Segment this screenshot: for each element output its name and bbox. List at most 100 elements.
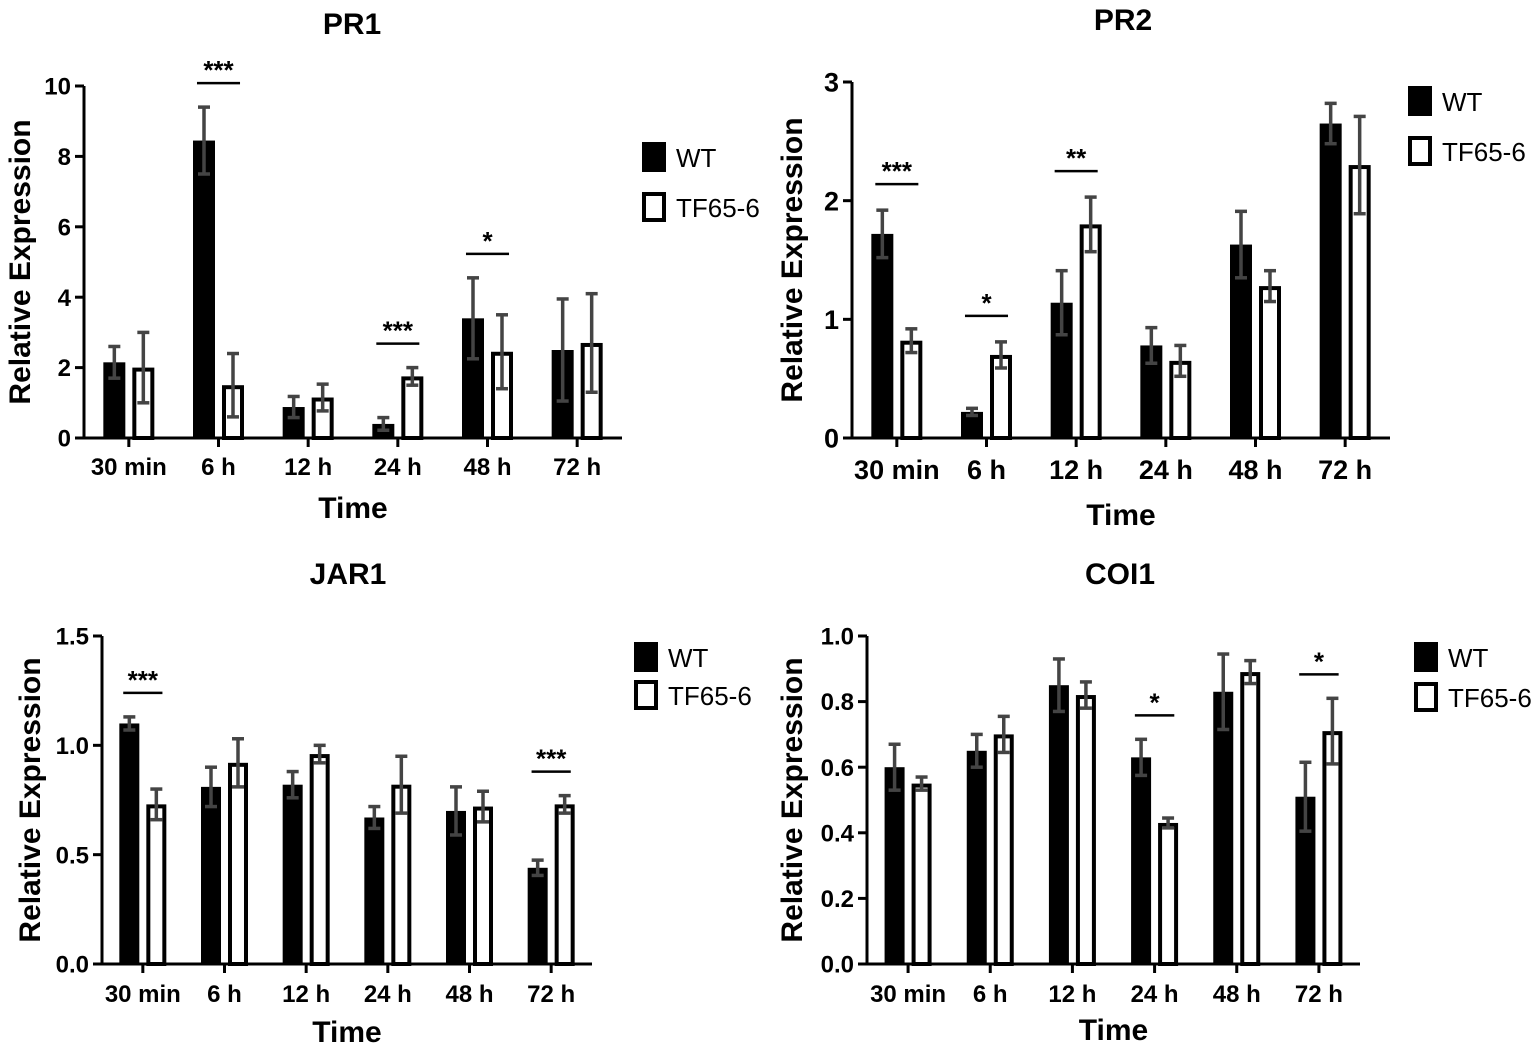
pr2-x-tick-label: 6 h [967,455,1006,485]
pr2-bar-tf [900,340,923,440]
chart-pr1: PR1 0 2 4 6 8 10 30 min 6 h 12 h 24 h 48 h 72 h Time R… [0,0,768,526]
pr1-x-tick-label: 24 h [374,454,422,481]
pr2-legend-label-tf: TF65-6 [1442,137,1526,167]
pr1-legend-swatch-wt [642,142,666,172]
jar1-significance-label: *** [128,665,159,695]
pr1-x-tick-label: 12 h [284,454,332,481]
pr2-bar-wt [1050,302,1073,438]
pr2-x-tick-label: 72 h [1318,455,1372,485]
jar1-bar-wt [527,867,548,964]
jar1-y-tick-label: 1.5 [56,624,89,651]
pr1-bar-wt [103,362,126,438]
jar1-x-tick-label: 12 h [282,981,330,1008]
jar1-bar-tf [228,762,248,966]
pr2-y-axis-title: Relative Expression [776,117,809,402]
coi1-legend-swatch-wt [1414,642,1438,672]
pr2-legend-swatch-tf [1408,136,1432,166]
coi1-significance-label: * [1314,646,1325,676]
jar1-bar-wt [446,810,466,964]
jar1-legend-label-wt: WT [668,643,709,673]
pr2-legend-label-wt: WT [1442,87,1483,117]
coi1-bar-tf [911,783,932,966]
pr2-y-tick-label: 0 [824,424,839,454]
coi1-y-tick-label: 0.2 [821,886,854,913]
jar1-y-tick-label: 1.0 [56,733,89,760]
coi1-x-axis-title: Time [1079,1014,1148,1047]
coi1-bar-wt [1295,796,1316,964]
pr1-x-tick-label: 30 min [91,454,167,481]
coi1-bar-wt [1048,685,1069,964]
jar1-x-tick-label: 30 min [105,981,181,1008]
pr2-bar-wt [1230,244,1252,438]
jar1-significance-label: *** [536,744,567,774]
pr2-title: PR2 [1094,4,1152,37]
pr2-bar-wt [871,233,894,438]
jar1-y-tick-label: 0.0 [56,952,89,979]
pr1-legend-label-tf: TF65-6 [676,193,760,223]
chart-jar1: JAR1 0.0 0.5 1.0 1.5 30 min 6 h 12 h 24 h 48 h 72 … [0,526,768,1052]
pr1-significance-label: * [482,226,493,256]
pr1-y-tick-label: 4 [58,285,72,312]
jar1-bar-tf [473,806,493,966]
pr1-significance-label: *** [383,316,414,346]
chart-coi1-svg: COI1 0.0 0.2 0.4 0.6 0.8 1.0 30 min 6 h 12 h 24 h 4… [776,558,1532,1047]
pr2-x-tick-label: 12 h [1049,455,1103,485]
pr2-bar-wt [1140,345,1163,438]
coi1-title: COI1 [1085,558,1155,591]
coi1-x-tick-label: 30 min [870,981,946,1008]
chart-pr2-svg: PR2 0 1 2 3 30 min 6 h 12 h 24 h 48 h 72 h Time Rela… [776,4,1526,532]
chart-jar1-svg: JAR1 0.0 0.5 1.0 1.5 30 min 6 h 12 h 24 h 48 h 72 … [14,558,752,1049]
coi1-bar-wt [1213,691,1234,964]
coi1-significance-label: * [1150,687,1161,717]
pr2-x-tick-label: 24 h [1139,455,1193,485]
pr1-significance-label: *** [203,55,234,85]
pr2-bar-tf [1079,224,1102,440]
jar1-bar-tf [146,804,167,966]
pr1-x-tick-label: 48 h [463,454,511,481]
pr1-legend-swatch-tf [642,192,666,222]
coi1-bar-tf [1158,822,1179,966]
pr1-x-tick-label: 6 h [201,454,236,481]
pr1-y-tick-label: 2 [58,355,71,382]
pr2-y-tick-label: 3 [824,68,839,98]
coi1-bar-tf [1322,731,1343,966]
coi1-x-tick-label: 24 h [1131,981,1179,1008]
jar1-x-tick-label: 6 h [207,981,242,1008]
pr2-significance-label: * [981,288,992,318]
coi1-bar-wt [1131,757,1152,964]
coi1-bar-wt [966,750,987,964]
jar1-y-tick-label: 0.5 [56,842,89,869]
jar1-bar-tf [554,804,575,966]
pr1-bar-wt [462,318,484,438]
coi1-y-axis-title: Relative Expression [776,657,809,942]
jar1-bar-wt [282,784,303,964]
chart-pr1-svg: PR1 0 2 4 6 8 10 30 min 6 h 12 h 24 h 48 h 72 h Time R… [4,8,760,525]
coi1-x-tick-label: 12 h [1048,981,1096,1008]
coi1-x-tick-label: 48 h [1213,981,1261,1008]
pr1-legend-label-wt: WT [676,143,717,173]
coi1-y-tick-label: 0.6 [821,755,854,782]
pr2-bar-wt [1319,123,1342,439]
pr2-significance-label: *** [882,156,913,186]
jar1-bar-wt [201,786,221,964]
coi1-bar-tf [993,734,1014,966]
jar1-x-axis-title: Time [312,1016,381,1049]
jar1-title: JAR1 [310,558,387,591]
pr2-bar-tf [1259,286,1281,440]
coi1-bar-tf [1240,672,1261,967]
pr1-bar-tf [401,376,424,440]
pr1-y-tick-label: 6 [58,214,71,241]
pr2-x-tick-label: 30 min [854,455,940,485]
pr2-bar-wt [961,411,983,438]
pr1-title: PR1 [323,8,381,41]
coi1-y-tick-label: 0.0 [821,952,854,979]
coi1-x-tick-label: 72 h [1295,981,1343,1008]
coi1-y-tick-label: 1.0 [821,624,854,651]
pr1-y-tick-label: 8 [58,144,71,171]
pr2-significance-label: ** [1066,143,1087,173]
jar1-y-axis-title: Relative Expression [14,657,47,942]
chart-coi1: COI1 0.0 0.2 0.4 0.6 0.8 1.0 30 min 6 h 12 h 24 h 4… [768,526,1536,1052]
coi1-x-tick-label: 6 h [973,981,1008,1008]
jar1-x-tick-label: 72 h [527,981,575,1008]
pr2-legend-swatch-wt [1408,86,1432,116]
